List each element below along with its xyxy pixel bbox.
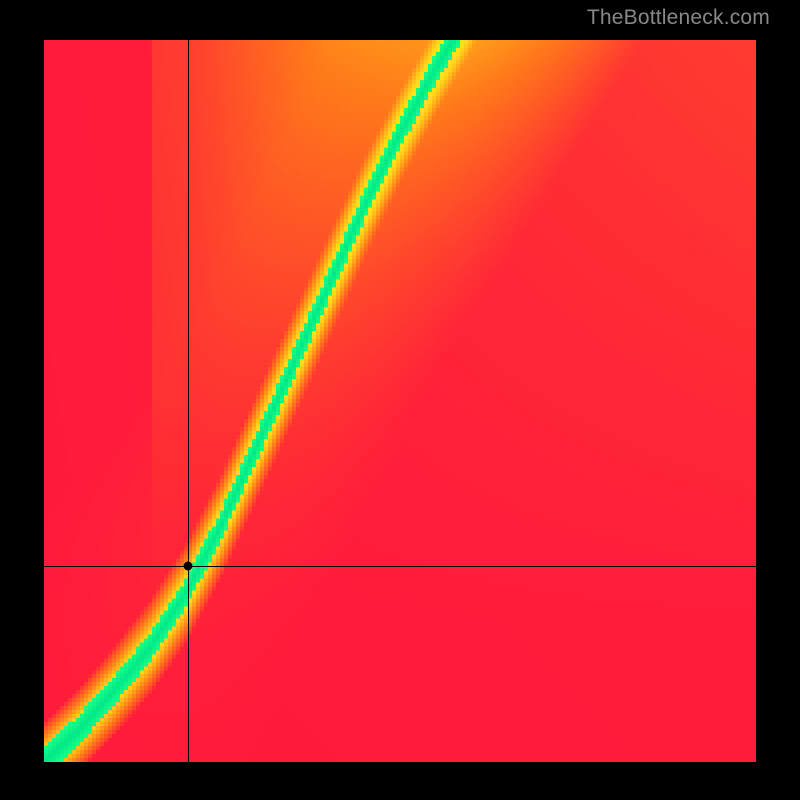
heatmap-canvas xyxy=(44,40,756,762)
crosshair-horizontal xyxy=(44,566,756,567)
watermark-text: TheBottleneck.com xyxy=(587,6,770,30)
crosshair-vertical xyxy=(188,40,189,762)
heatmap-plot xyxy=(44,40,756,762)
crosshair-dot xyxy=(183,561,192,570)
